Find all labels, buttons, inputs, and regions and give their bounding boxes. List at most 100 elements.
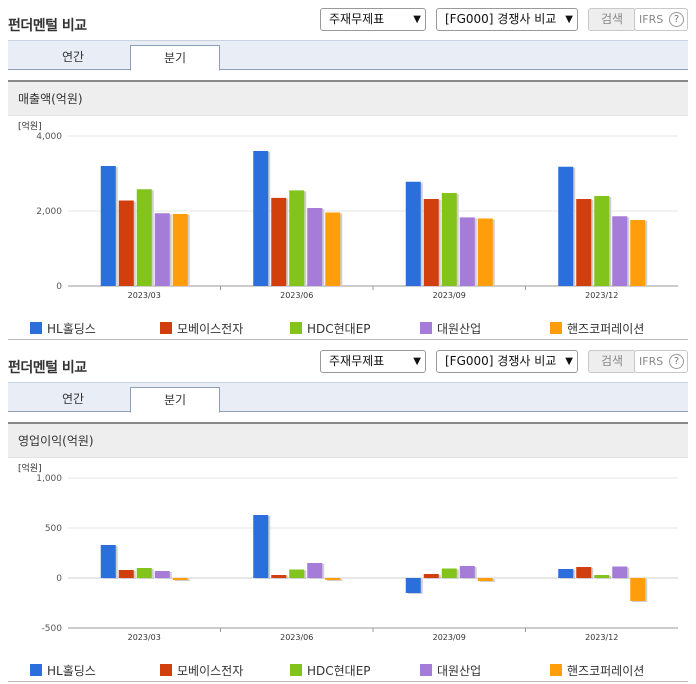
bar [594, 575, 610, 578]
legend-swatch [30, 664, 42, 676]
bar [558, 569, 574, 578]
y-tick-label: 500 [45, 524, 62, 534]
x-tick-label: 2023/09 [433, 291, 466, 300]
ifrs-button[interactable]: IFRS ? [634, 8, 688, 31]
bar [612, 566, 628, 578]
fundamental-panel-2: 펀더멘털 비교 주재무제표 ▼ [FG000] 경쟁사 비교 ▼ 검색 IFRS… [8, 350, 688, 682]
chart-title: 매출액(억원) [8, 82, 688, 116]
y-tick-label: 2,000 [36, 207, 62, 217]
chevron-down-icon: ▼ [565, 14, 573, 25]
compare-select[interactable]: [FG000] 경쟁사 비교 ▼ [436, 350, 578, 373]
compare-select-value: [FG000] 경쟁사 비교 [445, 12, 557, 26]
legend-item[interactable]: 모베이스전자 [160, 662, 243, 679]
legend-item[interactable]: 핸즈코퍼레이션 [550, 662, 644, 679]
chart-box-operating-profit: 영업이익(억원) [억원] -500 0 500 1,000 2023/03 2023/06… [8, 422, 688, 682]
bar [118, 570, 134, 578]
period-tabs: 연간 분기 [8, 40, 688, 71]
legend-swatch [160, 322, 172, 334]
legend-swatch [290, 664, 302, 676]
bar [253, 515, 269, 578]
legend-label: HL홀딩스 [47, 322, 96, 336]
bar [271, 197, 287, 286]
bar [271, 575, 287, 578]
bar [253, 151, 269, 286]
bar [576, 567, 592, 578]
tab-annual[interactable]: 연간 [61, 50, 85, 64]
bar [289, 569, 305, 578]
legend-label: 모베이스전자 [177, 322, 244, 336]
y-axis-unit-label: [억원] [18, 120, 42, 132]
y-tick-label: 1,000 [36, 474, 62, 484]
x-tick-label: 2023/03 [128, 291, 161, 300]
bar [325, 212, 341, 286]
bar [612, 216, 628, 286]
legend-label: HL홀딩스 [47, 664, 96, 678]
bar [136, 568, 152, 578]
statement-select[interactable]: 주재무제표 ▼ [320, 350, 426, 373]
chart-title: 영업이익(억원) [8, 424, 688, 458]
x-tick-label: 2023/06 [280, 291, 313, 300]
legend-item[interactable]: 모베이스전자 [160, 320, 243, 337]
x-tick-label: 2023/12 [585, 633, 618, 642]
bar [405, 181, 421, 286]
help-icon[interactable]: ? [669, 354, 684, 369]
legend-item[interactable]: HL홀딩스 [30, 662, 96, 679]
bar [558, 166, 574, 286]
bar [100, 545, 116, 578]
panel-header: 펀더멘털 비교 주재무제표 ▼ [FG000] 경쟁사 비교 ▼ 검색 IFRS… [8, 8, 688, 40]
legend-label: 대원산업 [437, 322, 482, 336]
bar [441, 568, 457, 578]
legend-item[interactable]: 핸즈코퍼레이션 [550, 320, 644, 337]
bar [594, 196, 610, 286]
legend-item[interactable]: HDC현대EP [290, 662, 371, 679]
search-button[interactable]: 검색 [588, 8, 636, 31]
help-icon[interactable]: ? [669, 12, 684, 27]
bar [289, 190, 305, 286]
ifrs-button[interactable]: IFRS ? [634, 350, 688, 373]
legend-item[interactable]: 대원산업 [420, 320, 481, 337]
bar [307, 208, 323, 286]
legend-label: HDC현대EP [307, 664, 371, 678]
bar [154, 213, 170, 286]
x-tick-label: 2023/12 [585, 291, 618, 300]
legend-label: 핸즈코퍼레이션 [567, 664, 645, 678]
panel-title: 펀더멘털 비교 [8, 360, 87, 376]
statement-select[interactable]: 주재무제표 ▼ [320, 8, 426, 31]
tab-quarterly[interactable]: 분기 [130, 45, 220, 71]
bar [325, 578, 341, 580]
panel-header: 펀더멘털 비교 주재무제표 ▼ [FG000] 경쟁사 비교 ▼ 검색 IFRS… [8, 350, 688, 382]
bar [118, 200, 134, 286]
period-tabs: 연간 분기 [8, 382, 688, 413]
statement-select-value: 주재무제표 [329, 354, 385, 368]
bar [172, 578, 188, 580]
legend-swatch [420, 322, 432, 334]
x-tick-label: 2023/09 [433, 633, 466, 642]
operating-profit-chart: [억원] -500 0 500 1,000 2023/03 2023/06 2023/09 20… [18, 462, 678, 642]
y-tick-label: -500 [42, 624, 63, 634]
search-button[interactable]: 검색 [588, 350, 636, 373]
bar [477, 578, 493, 581]
bar [423, 574, 439, 578]
compare-select[interactable]: [FG000] 경쟁사 비교 ▼ [436, 8, 578, 31]
legend-item[interactable]: 대원산업 [420, 662, 481, 679]
fundamental-panel-1: 펀더멘털 비교 주재무제표 ▼ [FG000] 경쟁사 비교 ▼ 검색 IFRS… [8, 8, 688, 340]
tab-annual[interactable]: 연간 [61, 392, 85, 406]
ifrs-label: IFRS [639, 13, 664, 26]
bar [459, 566, 475, 578]
x-tick-label: 2023/06 [280, 633, 313, 642]
chart-box-revenue: 매출액(억원) [억원] 0 2,000 4,000 2023/03 2023/06 202… [8, 80, 688, 340]
legend-swatch [550, 322, 562, 334]
ifrs-label: IFRS [639, 355, 664, 368]
legend-swatch [30, 322, 42, 334]
compare-select-value: [FG000] 경쟁사 비교 [445, 354, 557, 368]
legend-swatch [290, 322, 302, 334]
bar [477, 218, 493, 286]
bar [441, 193, 457, 286]
legend-item[interactable]: HL홀딩스 [30, 320, 96, 337]
legend-label: HDC현대EP [307, 322, 371, 336]
bar [136, 189, 152, 286]
legend-label: 대원산업 [437, 664, 482, 678]
legend-item[interactable]: HDC현대EP [290, 320, 371, 337]
tab-quarterly[interactable]: 분기 [130, 387, 220, 413]
legend-label: 핸즈코퍼레이션 [567, 322, 645, 336]
